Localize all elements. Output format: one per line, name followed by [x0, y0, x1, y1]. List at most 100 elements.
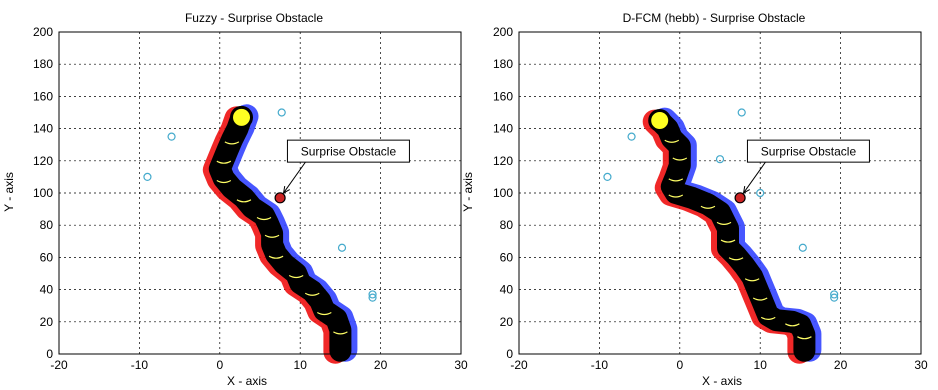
y-tick-label: 100	[493, 186, 513, 200]
robot-highlight	[224, 141, 240, 145]
obstacle-marker	[143, 172, 152, 181]
robot-highlight	[744, 278, 760, 282]
robot-highlight	[760, 316, 776, 320]
obstacle-marker	[737, 108, 746, 117]
robot-highlight	[268, 255, 284, 259]
y-tick-label: 180	[493, 57, 513, 71]
y-tick-label: 80	[500, 218, 514, 232]
x-tick-label: 10	[754, 358, 768, 372]
obstacle-marker	[798, 243, 807, 252]
annotation-arrowhead	[742, 185, 750, 194]
plot-fuzzy: Fuzzy - Surprise Obstacle X - axis Y - a…	[2, 11, 468, 388]
x-tick-label: -20	[50, 358, 68, 372]
robot-highlight	[728, 257, 744, 261]
robot-highlight	[672, 157, 688, 161]
x-tick-label: -10	[131, 358, 149, 372]
y-tick-label: 40	[40, 283, 54, 297]
y-tick-label: 160	[33, 89, 53, 103]
x-tick-label: 20	[374, 358, 388, 372]
robot-path	[208, 106, 352, 362]
obstacle-marker	[603, 172, 612, 181]
annotation-arrowhead	[282, 185, 290, 194]
obstacle-marker	[715, 155, 725, 164]
surprise-obstacle-marker	[274, 192, 286, 204]
start-marker	[794, 340, 815, 361]
y-tick-label: 140	[33, 122, 53, 136]
y-tick-label: 120	[33, 154, 53, 168]
robot-highlight	[797, 336, 812, 340]
robot-highlight	[236, 199, 252, 203]
obstacle-marker	[368, 290, 377, 299]
robot-highlight	[720, 239, 736, 243]
y-axis-label: Y - axis	[2, 172, 16, 212]
y-tick-label: 120	[493, 154, 513, 168]
robot-highlight	[256, 217, 272, 221]
x-tick-label: 30	[454, 358, 468, 372]
robot-highlight	[664, 139, 680, 143]
goal-marker	[230, 105, 254, 129]
obstacle-marker	[830, 293, 839, 302]
annotation: Surprise Obstacle	[742, 139, 870, 194]
grid	[59, 32, 461, 354]
robot-path-line	[208, 106, 352, 362]
y-tick-label: 40	[500, 283, 514, 297]
x-axis-label: X - axis	[227, 374, 267, 388]
y-tick-label: 100	[33, 186, 53, 200]
y-tick-label: 80	[40, 218, 54, 232]
markers	[230, 105, 351, 361]
y-tick-label: 60	[500, 250, 514, 264]
chart-title: D-FCM (hebb) - Surprise Obstacle	[623, 11, 806, 25]
y-tick-label: 200	[33, 25, 53, 39]
y-tick-label: 0	[46, 347, 53, 361]
tick-labels: -20 -10 0 10 20 30 0 20 40 60 80 100 120 140 160 180 200	[33, 25, 468, 372]
obstacle-marker	[830, 290, 839, 299]
robot-highlight	[700, 205, 716, 209]
start-marker	[330, 340, 351, 361]
robot-highlight	[288, 274, 304, 279]
obstacles	[603, 108, 839, 302]
obstacle-marker	[337, 243, 347, 252]
robot-highlight	[668, 178, 684, 182]
y-axis-label: Y - axis	[461, 172, 475, 212]
obstacles	[143, 108, 377, 302]
robot-highlight	[333, 331, 348, 335]
annotation-arrow	[743, 161, 766, 194]
x-tick-label: 30	[914, 358, 928, 372]
robot-path-line	[648, 109, 816, 362]
x-tick-label: -20	[510, 358, 528, 372]
obstacle-marker	[368, 293, 377, 302]
surprise-obstacle-marker	[734, 192, 746, 204]
plot-frame	[58, 31, 462, 355]
annotation-text: Surprise Obstacle	[761, 145, 857, 159]
robot-highlight	[716, 221, 732, 225]
obstacle-marker	[167, 132, 176, 141]
goal-marker	[648, 109, 672, 133]
x-tick-label: -10	[591, 358, 609, 372]
robot-highlight	[216, 160, 232, 164]
robot-path	[648, 109, 816, 362]
y-tick-label: 160	[493, 89, 513, 103]
y-tick-label: 200	[493, 25, 513, 39]
robot-highlight	[317, 312, 332, 316]
obstacle-marker	[756, 188, 765, 198]
annotation-text: Surprise Obstacle	[301, 145, 397, 159]
annotation-box	[746, 139, 870, 163]
plot-frame	[518, 31, 922, 355]
y-tick-label: 0	[506, 347, 513, 361]
y-tick-label: 180	[33, 57, 53, 71]
robot-highlight	[304, 292, 320, 296]
obstacle-marker	[627, 132, 636, 141]
annotation-arrow	[283, 161, 306, 194]
robot-highlight	[264, 234, 280, 238]
annotation: Surprise Obstacle	[282, 139, 410, 194]
y-tick-label: 20	[40, 315, 54, 329]
x-tick-label: 20	[834, 358, 848, 372]
markers	[648, 109, 815, 361]
grid	[519, 32, 921, 354]
annotation-box	[286, 139, 410, 163]
y-tick-label: 60	[40, 250, 54, 264]
y-tick-label: 20	[500, 315, 514, 329]
x-tick-label: 0	[216, 358, 223, 372]
x-tick-label: 0	[676, 358, 683, 372]
